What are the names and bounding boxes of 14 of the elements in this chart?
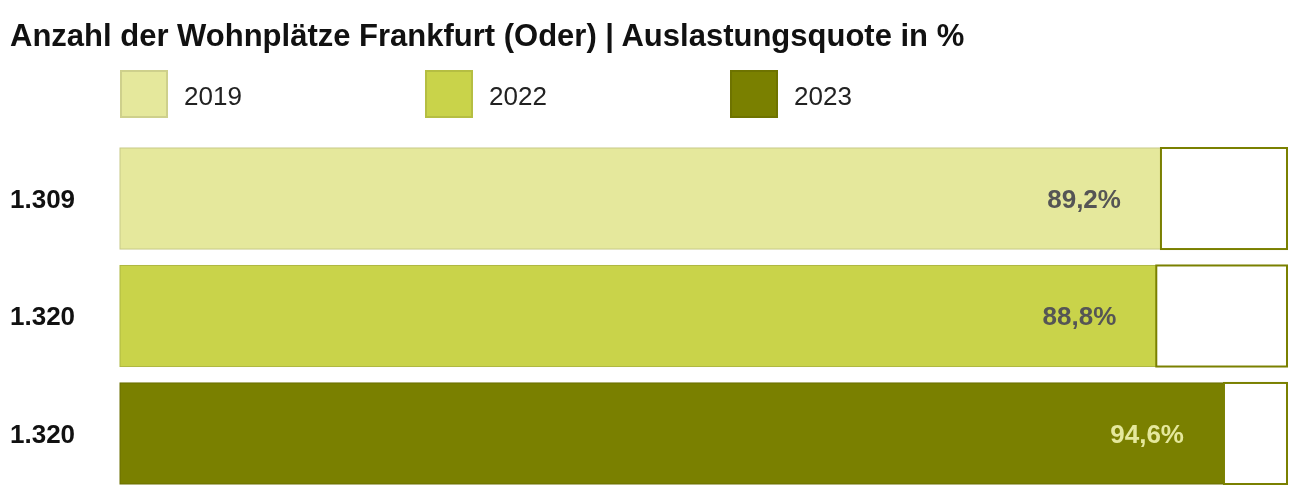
bar bbox=[119, 264, 1157, 368]
legend-label: 2023 bbox=[794, 81, 852, 111]
chart-title: Anzahl der Wohnplätze Frankfurt (Oder) | Auslastungsquote in % bbox=[10, 18, 965, 53]
bar bbox=[1155, 264, 1288, 368]
y-tick-label: 1.309 bbox=[10, 183, 76, 214]
data-label: 88,8% bbox=[1042, 301, 1117, 332]
data-label: 94,6% bbox=[1110, 418, 1184, 449]
legend-label: 2019 bbox=[184, 81, 242, 111]
bar bbox=[1159, 147, 1288, 251]
y-tick-label: 1.320 bbox=[10, 301, 76, 332]
data-label: 89,2% bbox=[1047, 183, 1121, 214]
bar bbox=[119, 147, 1162, 250]
y-tick-label: 1.320 bbox=[10, 418, 76, 449]
legend-label: 2022 bbox=[489, 81, 547, 111]
